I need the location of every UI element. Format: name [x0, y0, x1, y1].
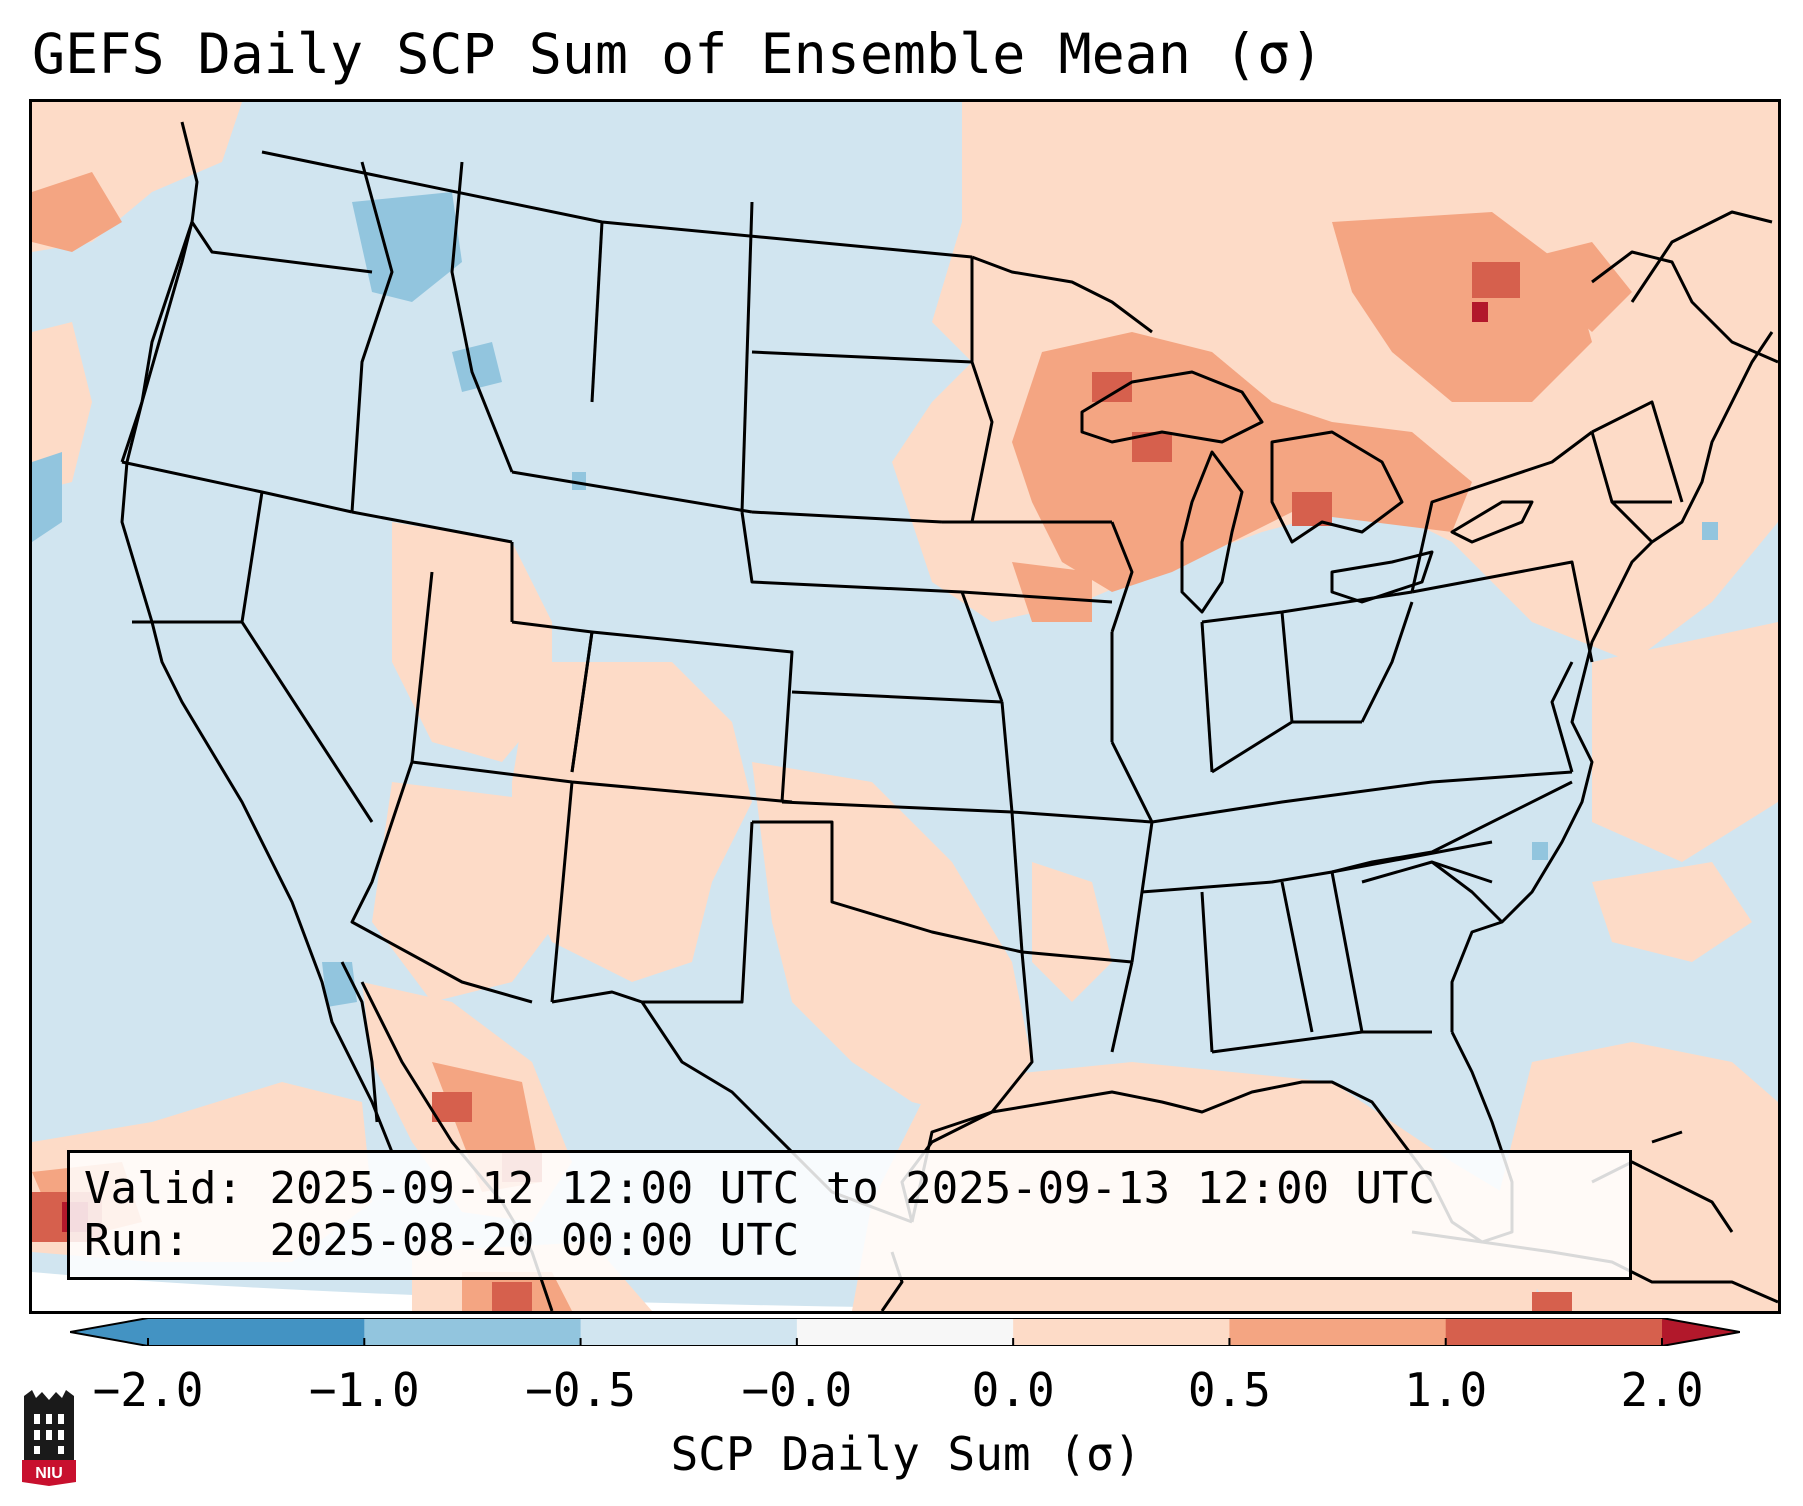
colorbar-tick-label: −1.0 — [308, 1363, 420, 1417]
state-boundaries — [120, 150, 1684, 1224]
run-value: 2025-08-20 00:00 UTC — [269, 1215, 800, 1266]
colorbar-tick-label: 1.0 — [1404, 1363, 1488, 1417]
map-frame — [29, 99, 1781, 1314]
colorbar-segment — [1229, 1318, 1447, 1346]
colorbar-segment — [1445, 1318, 1663, 1346]
scp-negative-light — [32, 192, 1718, 1007]
colorbar-extend-high — [1662, 1318, 1740, 1346]
colorbar-tick-label: 0.0 — [971, 1363, 1055, 1417]
colorbar-segment — [796, 1318, 1014, 1346]
niu-logo: NIU — [22, 1390, 76, 1486]
valid-value: 2025-09-12 12:00 UTC to 2025-09-13 12:00… — [269, 1163, 1436, 1214]
colorbar-tick-label: −2.0 — [92, 1363, 204, 1417]
colorbar-tick-label: −0.5 — [525, 1363, 636, 1417]
colorbar-segment — [364, 1318, 582, 1346]
logo-tower-icon — [24, 1390, 74, 1460]
colorbar-segment — [148, 1318, 365, 1346]
colorbar-segment — [580, 1318, 798, 1346]
colorbar-tick-label: 0.5 — [1187, 1363, 1271, 1417]
colorbar-segment — [1013, 1318, 1230, 1346]
run-label: Run: — [84, 1215, 190, 1266]
logo-text: NIU — [35, 1465, 63, 1482]
colorbar-tick-label: −0.0 — [741, 1363, 853, 1417]
colorbar-tick-label: 2.0 — [1620, 1363, 1704, 1417]
logo-windows-icon — [34, 1414, 64, 1454]
logo-banner — [22, 1460, 76, 1486]
valid-label: Valid: — [84, 1163, 243, 1214]
colorbar — [70, 1318, 1740, 1346]
colorbar-segments — [70, 1318, 1740, 1346]
map-canvas — [32, 102, 1778, 1311]
valid-run-info-box: Valid: 2025-09-12 12:00 UTC to 2025-09-1… — [67, 1150, 1632, 1280]
colorbar-label: SCP Daily Sum (σ) — [670, 1427, 1142, 1481]
map-title: GEFS Daily SCP Sum of Ensemble Mean (σ) — [32, 22, 1324, 86]
colorbar-extend-low — [70, 1318, 148, 1346]
